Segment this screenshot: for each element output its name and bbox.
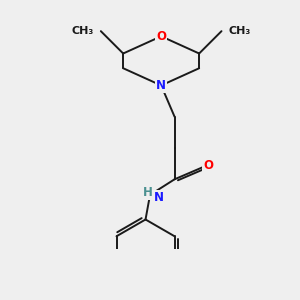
Text: O: O [156,30,166,43]
Text: N: N [156,79,166,92]
Text: O: O [203,159,213,172]
Text: CH₃: CH₃ [72,26,94,36]
Text: H: H [143,186,153,199]
Text: CH₃: CH₃ [228,26,250,36]
Text: N: N [154,191,164,204]
